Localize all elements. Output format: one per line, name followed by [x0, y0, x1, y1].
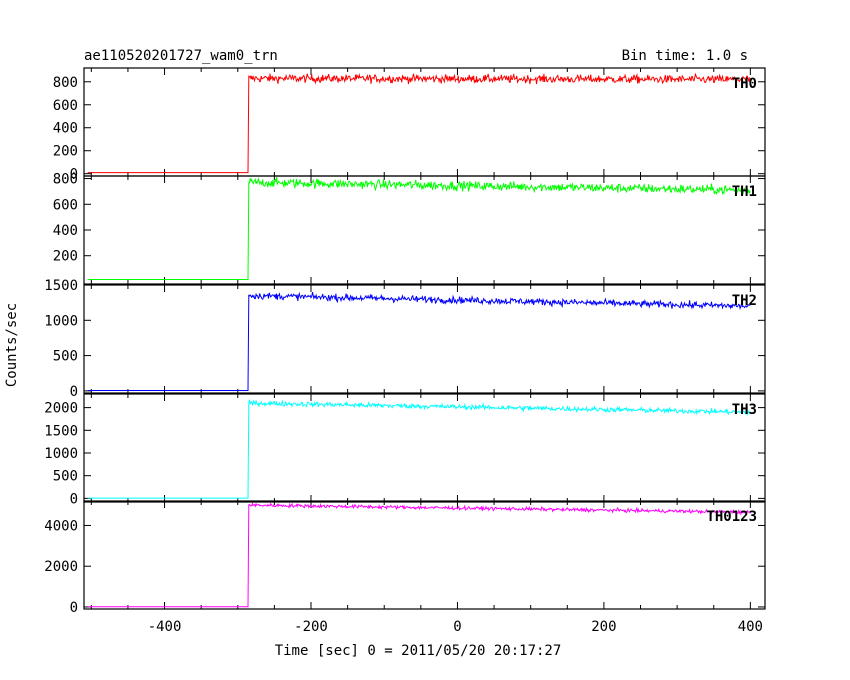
y-tick-label: 4000 [44, 518, 78, 534]
series-line-th0 [87, 72, 751, 174]
panel-frame [83, 67, 766, 177]
panel-frame [83, 500, 766, 610]
chart-title: ae110520201727_wam0_trn [84, 48, 278, 64]
panel-th1: 200 400 600 800 TH1 [53, 172, 766, 285]
y-tick-label: 0 [70, 491, 78, 507]
y-tick-label: 500 [53, 349, 78, 365]
y-tick-label: 800 [53, 75, 78, 91]
panel-label-th0123: TH0123 [706, 509, 757, 525]
y-tick-label: 400 [53, 223, 78, 239]
panels-group: 0 200 400 600 800 TH0 200 400 600 800 TH1 0 500 1000 1… [44, 67, 766, 635]
x-tick-label: -400 [148, 619, 182, 635]
panel-label-th0: TH0 [732, 76, 757, 92]
panel-frame [83, 393, 766, 503]
y-tick-label: 2000 [44, 401, 78, 417]
x-tick-label: 0 [453, 619, 461, 635]
y-tick-label: 1000 [44, 313, 78, 329]
y-tick-label: 600 [53, 98, 78, 114]
y-tick-label: 2000 [44, 559, 78, 575]
panel-frame [83, 175, 766, 285]
y-tick-label: 1000 [44, 446, 78, 462]
panel-label-th3: TH3 [732, 402, 757, 418]
series-line-th3 [87, 399, 751, 499]
y-tick-label: 800 [53, 172, 78, 188]
x-tick-label: 200 [591, 619, 616, 635]
y-tick-label: 0 [70, 384, 78, 400]
panel-label-th1: TH1 [732, 184, 757, 200]
series-line-th0123 [87, 501, 751, 608]
y-tick-label: 200 [53, 144, 78, 160]
series-line-th1 [87, 177, 751, 280]
panel-frame [83, 284, 766, 394]
y-tick-label: 200 [53, 249, 78, 265]
bin-time-label: Bin time: 1.0 s [622, 48, 748, 64]
y-axis-label: Counts/sec [4, 303, 20, 387]
x-axis-label: Time [sec] 0 = 2011/05/20 20:17:27 [275, 643, 562, 659]
panel-th0: 0 200 400 600 800 TH0 [53, 67, 766, 183]
y-tick-label: 500 [53, 469, 78, 485]
panel-th0123: 0 2000 4000 TH0123 [44, 500, 766, 616]
y-tick-label: 400 [53, 121, 78, 137]
y-tick-label: 1500 [44, 423, 78, 439]
y-tick-label: 0 [70, 167, 78, 183]
y-tick-label: 1500 [44, 278, 78, 294]
x-tick-label: 400 [738, 619, 763, 635]
y-tick-label: 600 [53, 197, 78, 213]
y-tick-label: 0 [70, 600, 78, 616]
x-tick-label: -200 [294, 619, 328, 635]
panel-th3: 0 500 1000 1500 2000 TH3 [44, 393, 766, 507]
panel-label-th2: TH2 [732, 293, 757, 309]
series-line-th2 [87, 291, 751, 391]
panel-th2: 0 500 1000 1500 TH2 [44, 278, 766, 400]
